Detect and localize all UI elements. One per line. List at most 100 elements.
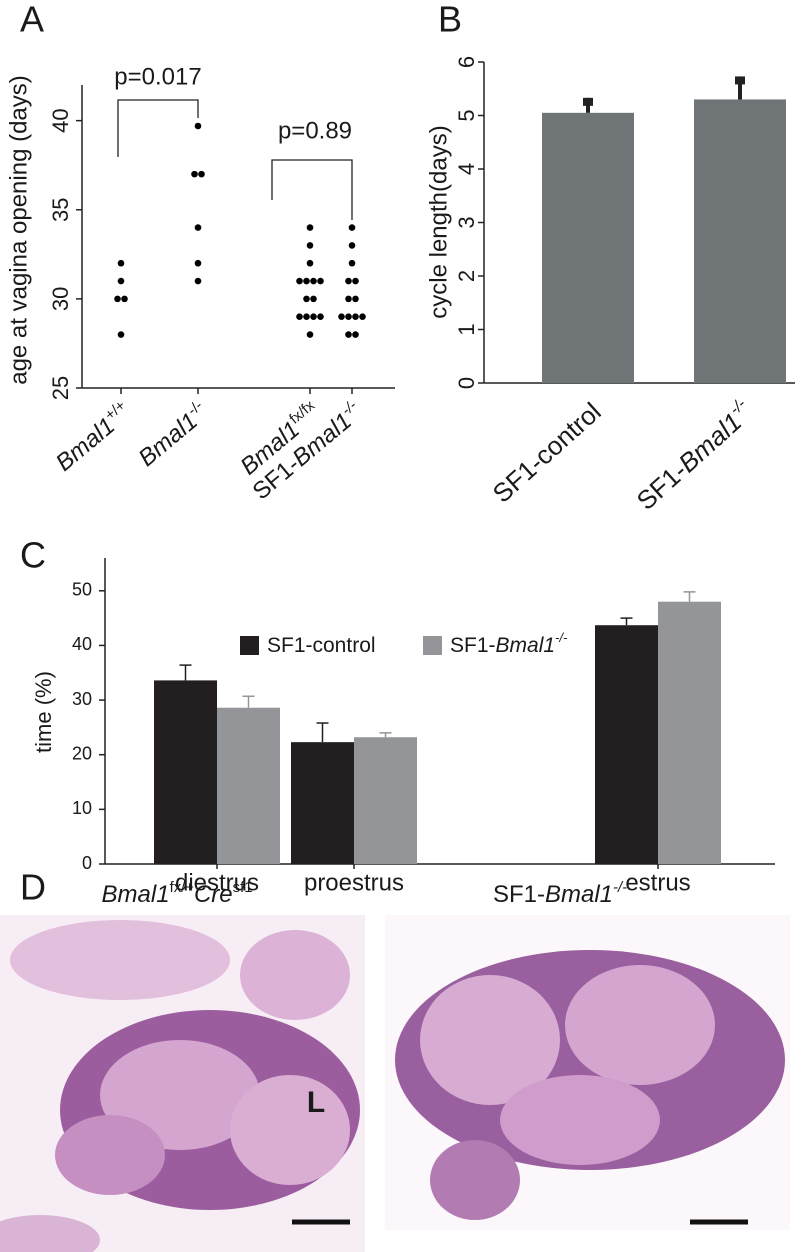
label-part: SF1- xyxy=(450,634,496,657)
y-tick-label: 1 xyxy=(454,323,479,335)
bar xyxy=(595,625,658,864)
y-axis-label: cycle length(days) xyxy=(425,125,452,318)
histology-right xyxy=(385,915,790,1230)
x-tick-label: diestrus xyxy=(175,869,259,896)
data-point xyxy=(348,224,356,231)
panel-label: D xyxy=(20,867,46,908)
legend-swatch xyxy=(240,636,259,655)
bar xyxy=(354,737,417,864)
image-caption: SF1-Bmal1-/- xyxy=(493,880,627,908)
data-point xyxy=(194,224,202,231)
data-point xyxy=(198,170,205,178)
data-point xyxy=(194,259,202,267)
data-point xyxy=(194,277,202,285)
data-point xyxy=(345,277,352,285)
data-point xyxy=(348,259,356,267)
y-tick-label: 4 xyxy=(454,163,479,175)
data-point xyxy=(352,277,359,285)
data-point xyxy=(117,277,125,285)
bar xyxy=(694,99,786,383)
data-point xyxy=(310,295,317,303)
p-value: p=0.89 xyxy=(278,117,352,144)
y-axis-label: age at vagina opening (days) xyxy=(5,75,32,385)
y-tick-label: 20 xyxy=(72,743,92,763)
y-tick-label: 40 xyxy=(72,634,92,654)
label-part: -/- xyxy=(555,630,568,645)
label-part: sf1 xyxy=(233,880,253,896)
data-point xyxy=(352,331,359,338)
label-part: -/- xyxy=(613,880,627,896)
y-tick-label: 0 xyxy=(454,377,479,389)
image-caption: Bmal1fx/+Cresf1 xyxy=(102,880,253,908)
data-point xyxy=(317,313,324,321)
bar xyxy=(154,680,217,864)
y-tick-label: 30 xyxy=(48,287,73,311)
error-cap xyxy=(735,76,745,85)
panel-label: B xyxy=(438,0,462,40)
data-point xyxy=(345,331,352,338)
data-point xyxy=(352,295,359,303)
data-point xyxy=(296,313,303,321)
image-annotation: L xyxy=(307,1086,325,1119)
data-point xyxy=(352,313,359,321)
error-cap xyxy=(583,97,593,106)
bar xyxy=(217,707,280,864)
label-part: fx/+ xyxy=(170,880,194,896)
data-point xyxy=(303,277,310,285)
y-tick-label: 35 xyxy=(48,198,73,222)
bar xyxy=(542,112,634,383)
histology-left xyxy=(0,915,365,1252)
data-point xyxy=(317,277,324,285)
data-point xyxy=(306,331,314,338)
legend-label: SF1-control xyxy=(267,634,376,657)
bar xyxy=(658,601,721,864)
p-value: p=0.017 xyxy=(114,63,201,90)
data-point xyxy=(310,277,317,285)
data-point xyxy=(306,259,314,267)
legend-swatch xyxy=(423,636,442,655)
data-point xyxy=(303,313,310,321)
data-point xyxy=(306,224,314,231)
y-tick-label: 30 xyxy=(72,689,92,709)
data-point xyxy=(306,242,314,249)
label-part: Bmal1 xyxy=(545,881,613,908)
y-tick-label: 6 xyxy=(454,56,479,68)
bar xyxy=(291,742,354,864)
significance-bracket xyxy=(117,99,199,157)
label-part: SF1-control xyxy=(267,634,376,657)
data-point xyxy=(359,313,366,321)
label-part: SF1- xyxy=(493,881,545,908)
data-point xyxy=(296,277,303,285)
y-tick-label: 40 xyxy=(48,108,73,132)
data-point xyxy=(310,313,317,321)
y-tick-label: 3 xyxy=(454,216,479,228)
significance-bracket xyxy=(271,159,353,220)
data-point xyxy=(345,295,352,303)
label-part: Bmal1 xyxy=(496,634,556,657)
data-point xyxy=(194,122,202,130)
panel-label: C xyxy=(20,535,46,576)
label-part: Cre xyxy=(194,881,233,908)
y-axis-label: time (%) xyxy=(31,671,56,753)
data-point xyxy=(348,242,356,249)
y-tick-label: 5 xyxy=(454,109,479,121)
x-tick-label: estrus xyxy=(625,869,690,896)
y-tick-label: 0 xyxy=(82,853,92,873)
y-tick-label: 50 xyxy=(72,580,92,600)
data-point xyxy=(338,313,345,321)
data-point xyxy=(303,295,310,303)
panel-label: A xyxy=(20,0,44,40)
y-tick-label: 2 xyxy=(454,270,479,282)
data-point xyxy=(345,313,352,321)
data-point xyxy=(121,295,128,303)
label-part: Bmal1 xyxy=(102,881,170,908)
y-tick-label: 25 xyxy=(48,376,73,400)
data-point xyxy=(191,170,198,178)
x-tick-label: proestrus xyxy=(304,869,404,896)
data-point xyxy=(117,331,125,338)
y-tick-label: 10 xyxy=(72,798,92,818)
data-point xyxy=(114,295,121,303)
legend-label: SF1-Bmal1-/- xyxy=(450,630,568,657)
data-point xyxy=(117,259,125,267)
